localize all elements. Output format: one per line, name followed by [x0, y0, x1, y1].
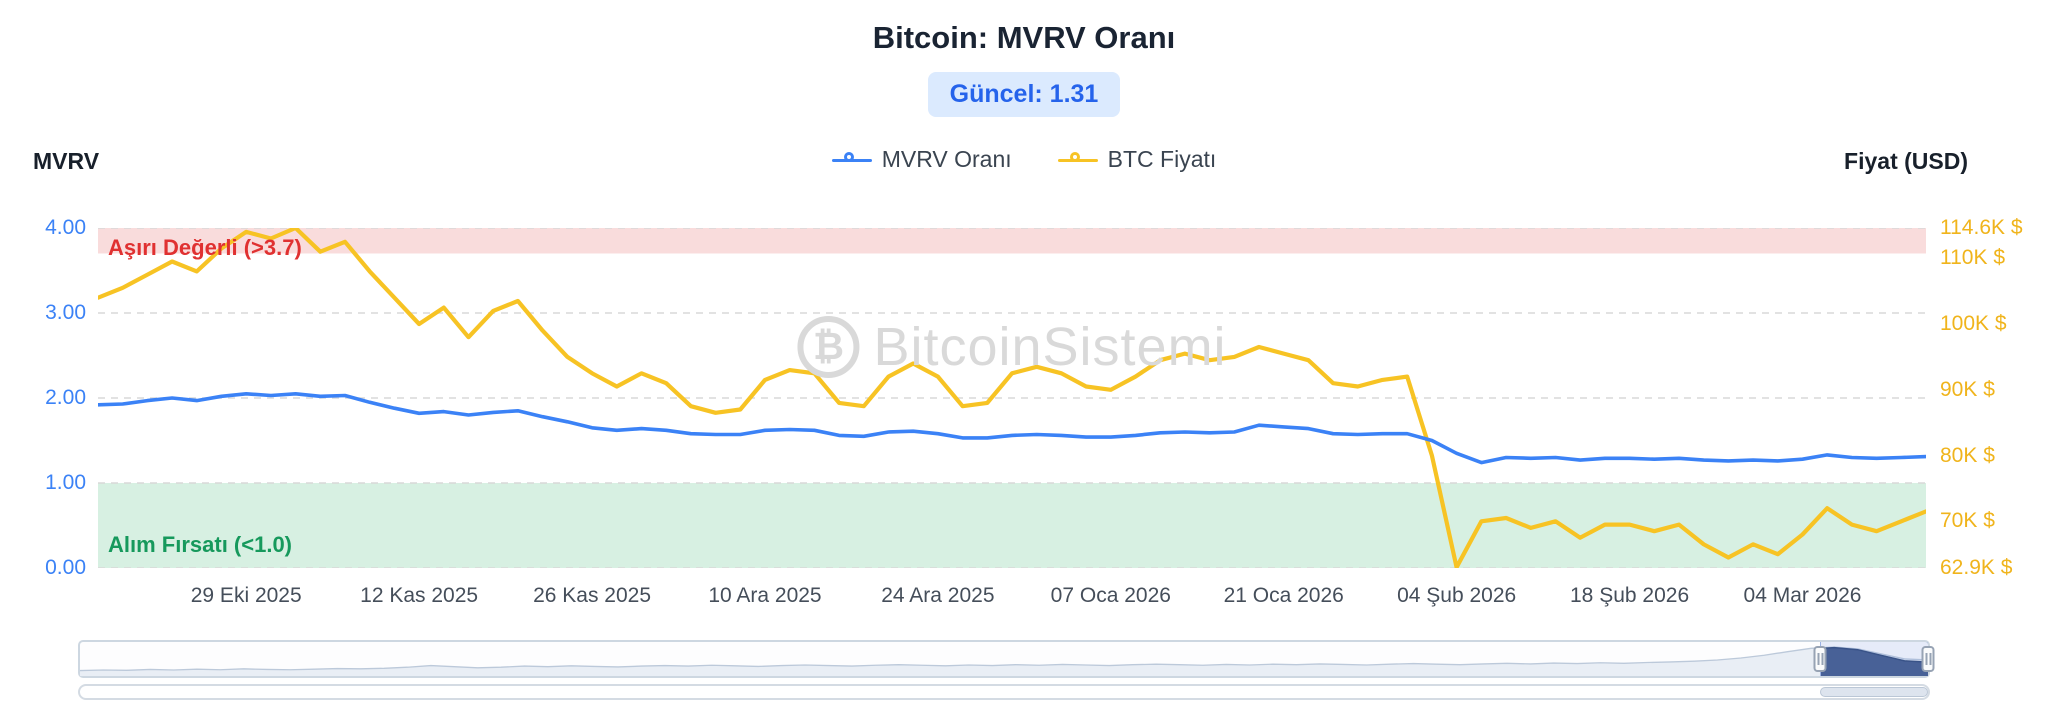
- legend-label-mvrv: MVRV Oranı: [881, 146, 1012, 172]
- x-axis-tick: 29 Eki 2025: [190, 584, 302, 607]
- watermark: ₿ BitcoinSistemi: [797, 316, 1226, 378]
- x-axis-tick: 18 Şub 2026: [1570, 584, 1690, 607]
- bitcoinsistemi-logo-icon: ₿: [797, 316, 860, 378]
- navigator-selected-series: [1820, 642, 1928, 676]
- overvalued-zone-label: Aşırı Değerli (>3.7): [108, 235, 302, 260]
- scrollbar-track[interactable]: [78, 684, 1930, 700]
- navigator-mini-chart: [80, 646, 1928, 676]
- chart-svg: [98, 228, 1926, 568]
- page-title: Bitcoin: MVRV Oranı: [872, 20, 1176, 55]
- right-axis-tick: 100K $: [1940, 312, 2007, 335]
- range-navigator[interactable]: [78, 640, 1935, 678]
- mvrv-legend-marker-icon: [831, 151, 872, 168]
- x-axis-tick: 24 Ara 2025: [881, 584, 995, 607]
- plot-area[interactable]: ₿ BitcoinSistemi Aşırı Değerli (>3.7) Al…: [98, 228, 1926, 568]
- btc-legend-marker-icon: [1057, 151, 1098, 168]
- navigator-right-handle[interactable]: [1921, 646, 1935, 672]
- right-axis-tick: 62.9K $: [1940, 556, 2013, 579]
- left-axis-tick: 3.00: [45, 301, 86, 324]
- x-axis-tick: 21 Oca 2026: [1223, 584, 1344, 607]
- legend: MVRV Oranı BTC Fiyatı: [0, 146, 2048, 173]
- x-axis-tick: 12 Kas 2025: [360, 584, 479, 607]
- right-axis-tick: 114.6K $: [1940, 216, 2023, 239]
- badge-row: Güncel: 1.31: [0, 72, 2048, 117]
- left-axis-tick: 2.00: [45, 386, 86, 409]
- x-axis-tick: 10 Ara 2025: [708, 584, 822, 607]
- x-axis-tick: 07 Oca 2026: [1050, 584, 1171, 607]
- navigator-left-handle[interactable]: [1813, 646, 1827, 672]
- x-axis-tick: 04 Mar 2026: [1743, 584, 1862, 607]
- right-axis-tick: 110K $: [1940, 246, 2005, 270]
- x-axis-tick: 04 Şub 2026: [1397, 584, 1517, 607]
- btc-price-line: [98, 228, 1926, 568]
- right-axis-title: Fiyat (USD): [1844, 148, 1968, 174]
- current-value-badge: Güncel: 1.31: [927, 72, 1121, 117]
- legend-item-btc[interactable]: BTC Fiyatı: [1057, 146, 1217, 173]
- right-axis-tick: 90K $: [1940, 377, 1995, 401]
- left-axis-title: MVRV: [33, 148, 100, 174]
- right-axis-tick: 70K $: [1940, 509, 1995, 533]
- left-axis-tick: 4.00: [45, 216, 86, 239]
- watermark-text: BitcoinSistemi: [873, 317, 1227, 377]
- left-axis-tick: 1.00: [45, 471, 86, 494]
- legend-item-mvrv[interactable]: MVRV Oranı: [831, 146, 1012, 173]
- navigator-selection-window[interactable]: [1820, 642, 1928, 676]
- mvrv-line: [98, 392, 1926, 465]
- left-axis-tick: 0.00: [45, 556, 86, 579]
- scrollbar-thumb[interactable]: [1820, 687, 1928, 697]
- buy-opportunity-zone-label: Alım Fırsatı (<1.0): [108, 532, 293, 557]
- x-axis-tick: 26 Kas 2025: [533, 584, 652, 607]
- legend-label-btc: BTC Fiyatı: [1107, 146, 1217, 172]
- right-axis-tick: 80K $: [1940, 443, 1995, 467]
